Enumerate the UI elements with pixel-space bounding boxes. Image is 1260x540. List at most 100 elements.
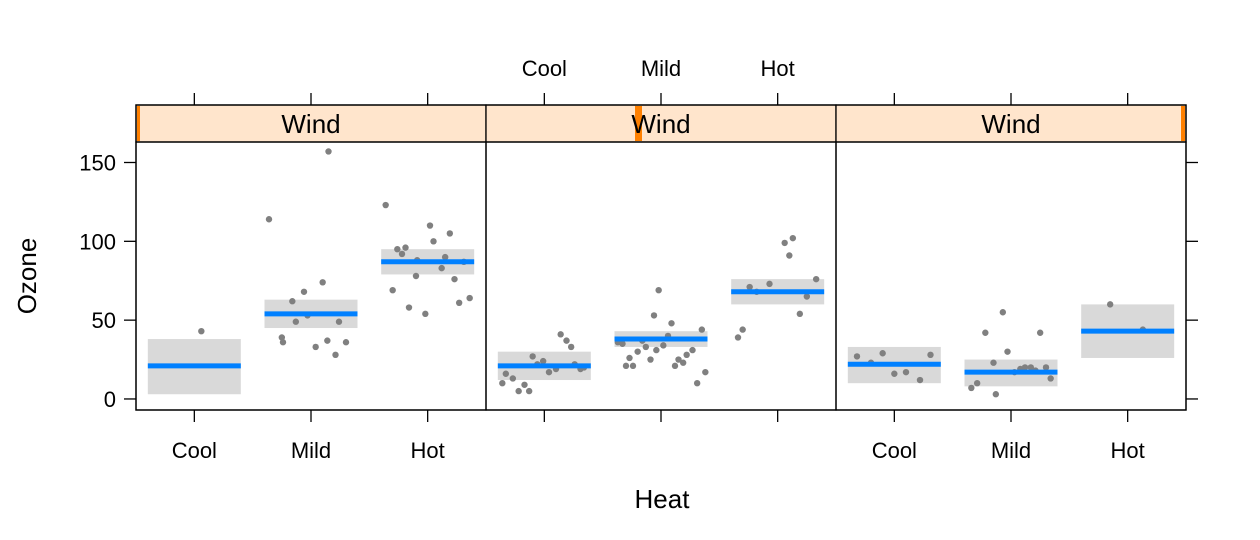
- x-tick-label: Hot: [411, 438, 445, 463]
- data-point: [300, 288, 308, 295]
- data-point: [539, 357, 547, 365]
- data-point: [335, 318, 343, 325]
- data-point: [545, 368, 553, 376]
- data-point: [650, 312, 658, 319]
- x-tick-label: Mild: [291, 438, 331, 463]
- strip-level-indicator: [1181, 106, 1185, 141]
- data-point: [289, 298, 296, 305]
- strip-label: Wind: [631, 109, 690, 139]
- strip-background: [135, 104, 487, 143]
- data-point: [1021, 364, 1029, 371]
- y-axis-title: Ozone: [12, 238, 42, 315]
- x-tick-label-top: Cool: [522, 56, 567, 81]
- data-point: [394, 246, 401, 253]
- data-point: [626, 354, 633, 362]
- data-point: [786, 252, 793, 259]
- data-point: [1036, 329, 1044, 336]
- fit-line-layer: [147, 259, 1175, 375]
- data-point: [999, 309, 1007, 316]
- data-point: [446, 230, 454, 237]
- data-point: [405, 304, 413, 311]
- strip-level-indicator: [137, 106, 140, 141]
- data-point: [525, 387, 533, 395]
- data-point: [563, 337, 570, 344]
- data-point: [342, 339, 350, 346]
- data-point: [521, 381, 528, 388]
- data-point: [389, 286, 396, 294]
- data-point: [698, 326, 706, 333]
- data-point: [198, 327, 205, 335]
- data-point: [312, 343, 319, 351]
- data-point: [803, 293, 811, 300]
- data-point: [734, 334, 742, 341]
- data-point: [668, 320, 675, 327]
- y-tick-label: 0: [104, 387, 116, 412]
- data-point: [629, 362, 637, 370]
- data-point: [647, 356, 654, 363]
- data-point: [746, 283, 753, 291]
- x-tick-label: Cool: [172, 438, 217, 463]
- data-point: [1004, 348, 1011, 355]
- data-point: [332, 351, 339, 359]
- data-point: [1106, 301, 1114, 308]
- data-point: [982, 329, 989, 336]
- data-point: [968, 384, 975, 392]
- x-tick-label: Cool: [872, 438, 917, 463]
- x-tick-label-top: Hot: [761, 56, 795, 81]
- data-point: [671, 362, 679, 370]
- data-point: [438, 264, 445, 272]
- data-point: [557, 331, 564, 338]
- y-tick-label: 100: [79, 229, 116, 254]
- axes-layer: 0 50 100 150 Cool Mild Hot Cool Mild Hot Cool Mild H…: [79, 56, 1198, 463]
- data-point: [655, 286, 662, 294]
- data-point: [382, 201, 389, 209]
- data-point: [441, 253, 449, 261]
- data-point: [430, 238, 437, 245]
- data-point: [789, 234, 797, 242]
- data-point: [902, 368, 910, 376]
- data-point: [702, 368, 709, 376]
- data-point: [455, 299, 463, 306]
- data-point: [324, 337, 331, 344]
- data-point: [679, 359, 687, 366]
- data-point: [499, 380, 506, 387]
- data-point: [292, 318, 300, 325]
- data-point: [622, 362, 630, 370]
- data-point: [683, 351, 690, 359]
- data-point: [879, 350, 886, 357]
- data-point: [766, 280, 773, 288]
- x-tick-label: Hot: [1111, 438, 1145, 463]
- data-point: [990, 359, 997, 366]
- data-point: [319, 279, 326, 286]
- x-tick-label: Mild: [991, 438, 1031, 463]
- x-tick-label-top: Mild: [641, 56, 681, 81]
- data-point: [529, 353, 536, 360]
- data-point: [689, 346, 696, 354]
- data-point: [1027, 364, 1035, 371]
- data-point: [466, 294, 473, 302]
- data-point: [509, 375, 517, 382]
- data-point: [642, 343, 650, 351]
- strip-label: Wind: [281, 109, 340, 139]
- data-point: [422, 310, 429, 318]
- data-point: [973, 380, 981, 387]
- data-point: [325, 148, 332, 155]
- data-point: [451, 275, 458, 283]
- data-point: [739, 326, 746, 333]
- data-point: [796, 310, 804, 318]
- data-point: [916, 376, 924, 384]
- strip-layer: Wind Wind Wind: [135, 104, 1187, 143]
- data-point: [567, 343, 575, 351]
- x-axis-title: Heat: [635, 484, 691, 514]
- data-point: [279, 339, 287, 346]
- data-point: [891, 370, 898, 377]
- data-point: [515, 387, 522, 395]
- strip-label: Wind: [981, 109, 1040, 139]
- strip-level-indicator: [635, 106, 642, 141]
- data-point: [693, 380, 701, 387]
- data-point: [634, 348, 641, 355]
- data-point: [502, 370, 510, 377]
- data-point: [412, 272, 420, 280]
- data-point: [1042, 364, 1050, 371]
